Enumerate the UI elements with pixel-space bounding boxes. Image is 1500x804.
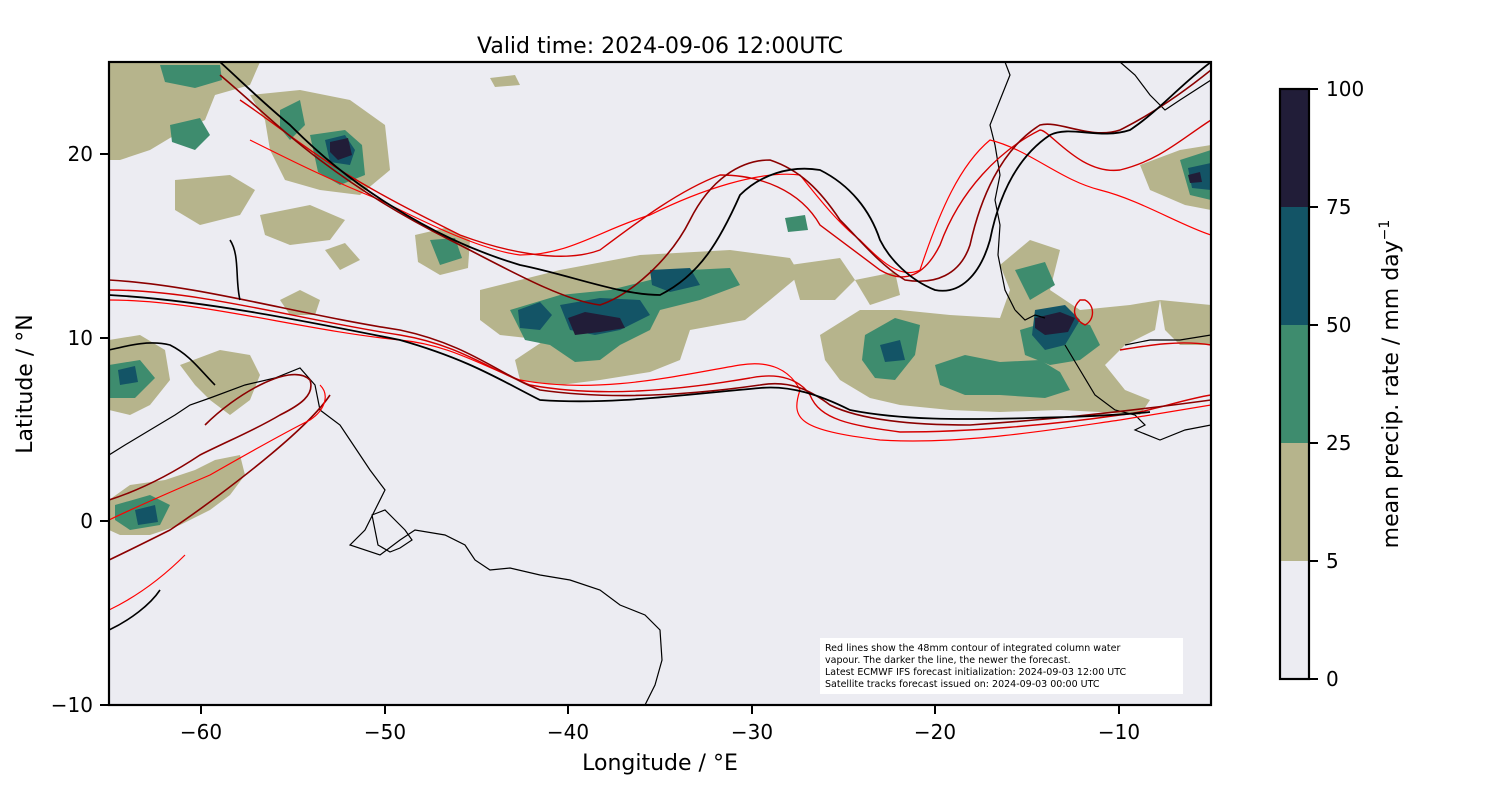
x-tick-label: −10 — [1098, 720, 1140, 744]
y-tick-label: 10 — [68, 326, 93, 350]
colorbar-tick-label: 100 — [1326, 77, 1364, 101]
x-tick-label: −40 — [547, 720, 589, 744]
colorbar-segment-0-5 — [1280, 561, 1309, 679]
map-frame — [107, 60, 1213, 707]
x-axis: −60 −50 −40 −30 −20 −10 Longitude / °E — [180, 705, 1140, 776]
x-tick-label: −30 — [731, 720, 773, 744]
colorbar-label: mean precip. rate / mm day−1 — [1377, 220, 1404, 549]
colorbar-frame — [1278, 87, 1311, 681]
y-axis: 20 10 0 −10 Latitude / °N — [13, 142, 109, 717]
colorbar-tick-label: 5 — [1326, 549, 1339, 573]
water-vapour-contours — [109, 62, 1211, 631]
colorbar-segment-75-100 — [1280, 89, 1309, 207]
y-tick-label: −10 — [51, 693, 93, 717]
info-line-3: Latest ECMWF IFS forecast initialization… — [825, 667, 1126, 678]
y-tick-label: 20 — [68, 142, 93, 166]
x-tick-label: −60 — [180, 720, 222, 744]
x-tick-label: −20 — [914, 720, 956, 744]
colorbar-tick-label: 50 — [1326, 313, 1351, 337]
y-axis-label: Latitude / °N — [13, 314, 38, 453]
colorbar-segment-25-50 — [1280, 325, 1309, 443]
colorbar-label-text: mean precip. rate / mm day — [1379, 240, 1404, 548]
contour-oldest — [109, 139, 1211, 442]
contour-caribbean — [109, 239, 241, 631]
colorbar-tick-label: 0 — [1326, 667, 1339, 691]
colorbar-segment-50-75 — [1280, 207, 1309, 325]
coastlines — [109, 62, 1211, 705]
info-line-1: Red lines show the 48mm contour of integ… — [825, 643, 1120, 654]
contour-newest — [109, 62, 1211, 420]
colorbar-tick-label: 75 — [1326, 195, 1351, 219]
y-tick-label: 0 — [80, 509, 93, 533]
info-box-background — [820, 638, 1183, 694]
map-area — [109, 62, 1211, 705]
contour-west-loops-red — [109, 384, 326, 611]
x-axis-label: Longitude / °E — [582, 751, 738, 776]
colorbar-label-superscript: −1 — [1377, 220, 1393, 241]
info-box: Red lines show the 48mm contour of integ… — [820, 638, 1183, 694]
info-line-4: Satellite tracks forecast issued on: 202… — [825, 679, 1100, 690]
colorbar-segment-5-25 — [1280, 443, 1309, 561]
colorbar-tick-label: 25 — [1326, 431, 1351, 455]
info-line-2: vapour. The darker the line, the newer t… — [825, 655, 1071, 666]
contour-west-africa — [1073, 299, 1211, 351]
contour-newer — [109, 69, 1211, 426]
colorbar: 100 75 50 25 5 0 mean precip. rate / mm … — [1278, 77, 1404, 691]
x-tick-label: −50 — [364, 720, 406, 744]
chart-title: Valid time: 2024-09-06 12:00UTC — [477, 34, 843, 59]
